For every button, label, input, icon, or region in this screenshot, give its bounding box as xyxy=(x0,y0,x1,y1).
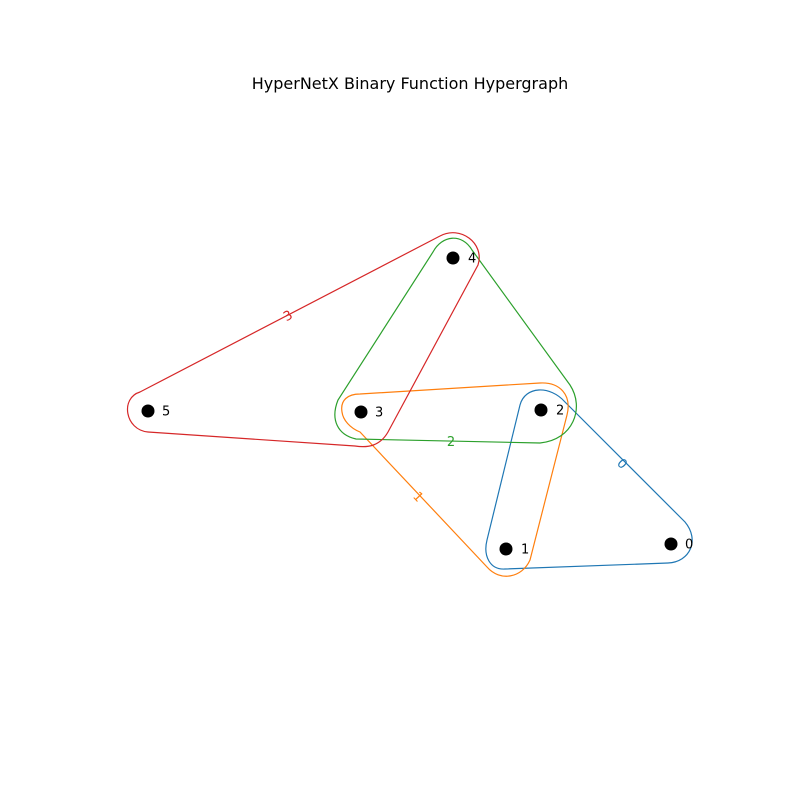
hyperedge-1-label: 1 xyxy=(409,489,426,505)
node-0: 0 xyxy=(664,537,693,553)
node-1-marker xyxy=(499,542,513,556)
hyperedge-2-label: 2 xyxy=(447,435,455,450)
hyperedge-2-outline xyxy=(334,237,577,444)
node-4: 4 xyxy=(446,251,476,267)
node-3-label: 3 xyxy=(375,406,383,421)
node-5-label: 5 xyxy=(162,405,170,420)
node-2-marker xyxy=(534,403,548,417)
node-3-marker xyxy=(354,405,368,419)
node-2-label: 2 xyxy=(556,404,564,419)
hyperedge-3-outline xyxy=(126,232,480,448)
node-4-label: 4 xyxy=(468,252,476,267)
node-4-marker xyxy=(446,251,460,265)
node-0-marker xyxy=(664,537,678,551)
figure-title: HyperNetX Binary Function Hypergraph xyxy=(252,74,568,93)
hyperedge-0-outline xyxy=(485,389,693,570)
node-0-label: 0 xyxy=(685,538,693,553)
node-5-marker xyxy=(141,404,155,418)
node-5: 5 xyxy=(141,404,170,420)
node-1: 1 xyxy=(499,542,529,558)
hyperedge-1-outline xyxy=(341,382,569,577)
hyperedge-0-label: 0 xyxy=(613,456,629,472)
node-2: 2 xyxy=(534,403,564,419)
hyperedge-3-label: 3 xyxy=(281,308,295,325)
node-3: 3 xyxy=(354,405,383,421)
node-1-label: 1 xyxy=(521,543,529,558)
